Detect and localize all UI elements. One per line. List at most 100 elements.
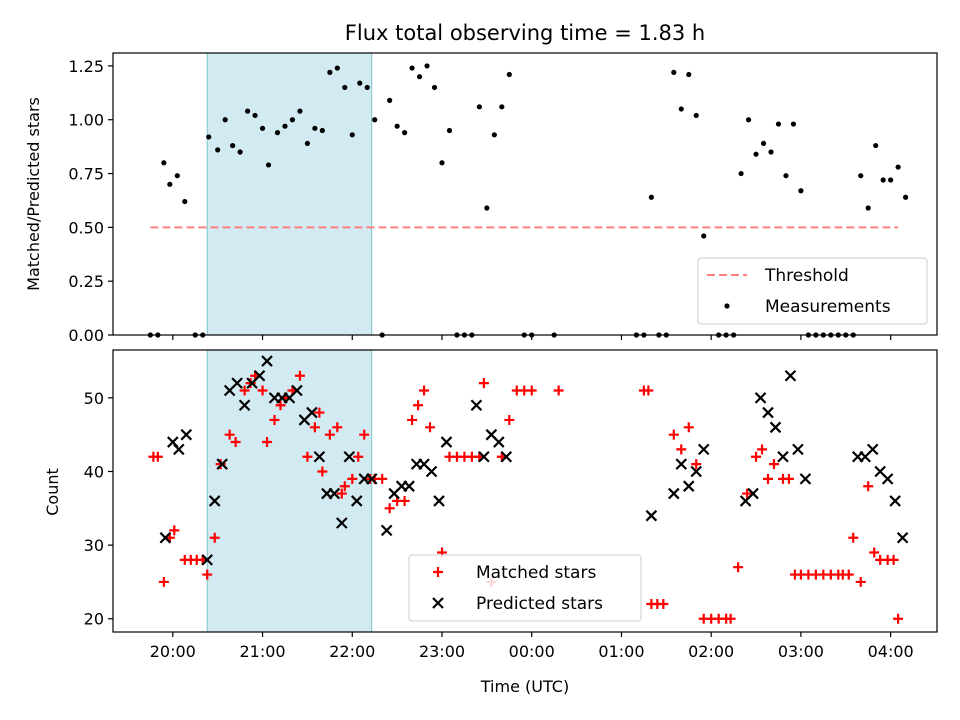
matched-stars-point — [324, 429, 335, 440]
measurement-point — [895, 164, 901, 170]
matched-stars-point — [158, 576, 169, 587]
measurement-point — [297, 108, 303, 114]
measurement-point — [304, 140, 311, 147]
measurement-point — [798, 188, 804, 194]
predicted-stars-point — [159, 531, 172, 544]
matched-stars-point — [269, 414, 280, 425]
ratio-panel: 0.00 0.25 0.50 0.75 1.00 1.25 Threshold Measure… — [68, 52, 938, 345]
y-axis-label-top: Matched/Predicted stars — [24, 97, 43, 291]
predicted-stars-point — [343, 450, 356, 463]
measurement-point — [206, 134, 212, 140]
matched-stars-point — [224, 429, 235, 440]
y-tick-label: 1.25 — [68, 57, 104, 76]
axes-frame — [112, 52, 938, 336]
measurement-point — [215, 147, 221, 153]
measurement-point — [431, 84, 438, 91]
measurement-point — [372, 117, 378, 123]
matched-stars-point — [763, 473, 774, 484]
measurement-point — [274, 130, 281, 136]
matched-stars-point — [855, 576, 866, 587]
measurement-point — [409, 65, 415, 71]
measurement-point — [491, 132, 497, 138]
x-tick-label: 04:00 — [868, 642, 914, 661]
predicted-stars-point — [238, 399, 251, 411]
matched-stars-point — [553, 385, 564, 396]
matched-stars-point — [843, 569, 854, 580]
measurement-point — [439, 160, 445, 166]
measurement-point — [342, 84, 348, 91]
predicted-stars-point — [328, 487, 341, 500]
predicted-stars-point — [675, 458, 688, 470]
matched-stars-point — [169, 525, 180, 536]
predicted-stars-point — [380, 524, 393, 537]
matched-stars-point — [783, 473, 794, 484]
matched-stars-point — [309, 422, 320, 433]
predicted-stars-point — [201, 554, 213, 566]
measurement-point — [265, 162, 272, 168]
predicted-stars-point — [682, 480, 695, 492]
measurement-point — [364, 84, 370, 91]
y-tick-label: 1.00 — [68, 111, 104, 130]
matched-stars-point — [230, 437, 241, 448]
matched-stars-point — [768, 459, 779, 470]
predicted-stars-point — [350, 495, 363, 507]
predicted-stars-point — [336, 517, 348, 529]
x-tick-label: 20:00 — [150, 642, 196, 661]
matched-stars-point — [339, 481, 350, 492]
predicted-stars-point — [792, 443, 804, 456]
y-tick-label: 0.25 — [68, 272, 104, 291]
measurement-point — [312, 125, 318, 131]
predicted-stars-point — [313, 450, 326, 463]
predicted-stars-point — [180, 428, 193, 441]
measurement-point — [319, 127, 325, 134]
matched-stars-point — [317, 466, 328, 477]
measurement-point — [476, 104, 482, 110]
predicted-stars-point — [478, 450, 490, 463]
measurement-point — [753, 151, 759, 157]
matched-stars-point — [848, 532, 859, 543]
x-tick-label: 03:00 — [778, 642, 824, 661]
y-tick-label: 50 — [84, 389, 104, 408]
measurement-point — [402, 130, 408, 136]
predicted-stars-point — [866, 443, 879, 456]
matched-stars-point — [757, 444, 768, 455]
measurement-point — [760, 140, 767, 147]
chart-title: Flux total observing time = 1.83 h — [345, 21, 705, 45]
measurement-point — [237, 149, 243, 155]
legend-predicted-swatch — [432, 597, 444, 609]
predicted-stars-point — [500, 450, 513, 463]
matched-stars-point — [419, 385, 430, 396]
measurement-point — [182, 198, 188, 205]
matched-stars-point — [275, 400, 286, 411]
predicted-stars-point — [668, 487, 680, 500]
predicted-stars-point — [747, 487, 759, 500]
legend-matched-label: Matched stars — [476, 563, 596, 583]
predicted-stars-point — [896, 531, 909, 544]
matched-stars-point — [239, 385, 250, 396]
legend-threshold-label: Threshold — [764, 266, 849, 286]
x-tick-label: 21:00 — [239, 642, 285, 661]
predicted-stars-point — [889, 495, 901, 507]
predicted-stars-point — [365, 473, 378, 485]
matched-stars-point — [742, 488, 753, 499]
measurement-point — [693, 112, 699, 119]
legend — [408, 554, 642, 622]
predicted-stars-point — [261, 355, 273, 367]
matched-stars-point — [209, 532, 220, 543]
measurement-point — [387, 97, 393, 103]
legend-measurements-swatch — [724, 303, 730, 309]
measurement-point — [686, 71, 692, 78]
x-tick-label: 01:00 — [598, 642, 644, 661]
measurement-point — [648, 194, 654, 200]
matched-stars-point — [725, 613, 736, 624]
matched-stars-point — [869, 547, 880, 558]
measurement-point — [230, 142, 236, 149]
matched-stars-point — [407, 414, 418, 425]
matched-stars-point — [668, 429, 679, 440]
predicted-stars-point — [784, 369, 797, 382]
matched-stars-point — [751, 451, 762, 462]
measurement-point — [424, 63, 430, 69]
legend-matched-swatch — [433, 567, 443, 577]
measurement-point — [167, 181, 173, 187]
predicted-stars-point — [777, 450, 789, 463]
